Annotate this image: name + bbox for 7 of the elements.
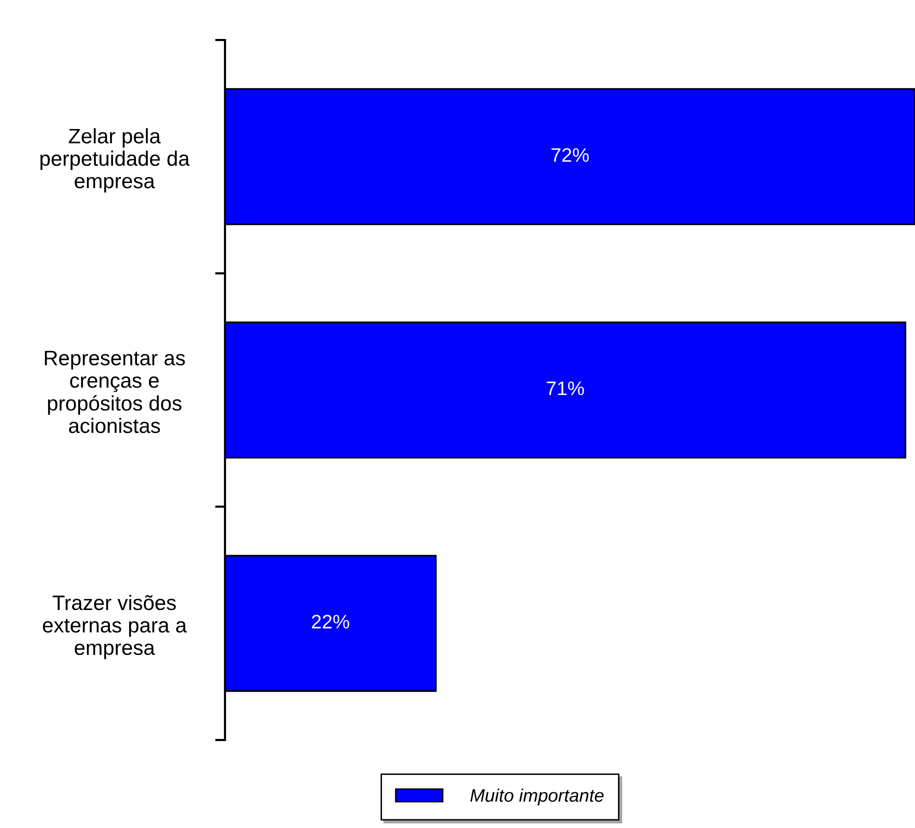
- data-label: 22%: [312, 614, 350, 628]
- data-label: 71%: [546, 382, 584, 396]
- y-tick-label: Zelar pela perpetuidade da empresa: [40, 128, 190, 192]
- legend-label: Muito importante: [470, 788, 604, 806]
- y-tick-label: Trazer visões externas para a empresa: [42, 594, 187, 660]
- data-label: 72%: [552, 148, 589, 162]
- y-tick-label: Representar as crenças e propósitos dos acionistas: [44, 350, 185, 434]
